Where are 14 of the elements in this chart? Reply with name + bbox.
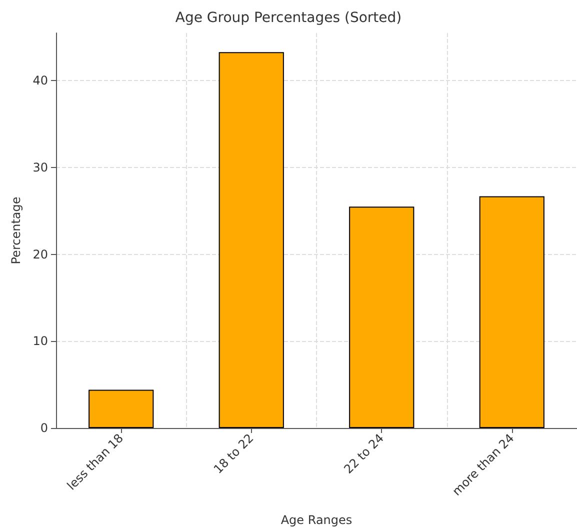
x-tick-label: 22 to 24 (341, 431, 387, 476)
bar (88, 390, 154, 428)
bar (218, 52, 284, 428)
y-tick-label: 20 (32, 247, 48, 262)
y-tick-label: 30 (32, 160, 48, 175)
bar (479, 196, 544, 428)
x-tick-label: 18 to 22 (210, 431, 256, 476)
y-axis-title: Percentage (8, 196, 23, 264)
y-tick-label: 10 (32, 334, 48, 348)
bar (349, 206, 414, 428)
y-tick-label: 0 (40, 421, 48, 435)
chart-title: Age Group Percentages (Sorted) (175, 10, 402, 26)
x-axis-title: Age Ranges (280, 513, 352, 527)
y-tick-label: 40 (32, 74, 48, 88)
